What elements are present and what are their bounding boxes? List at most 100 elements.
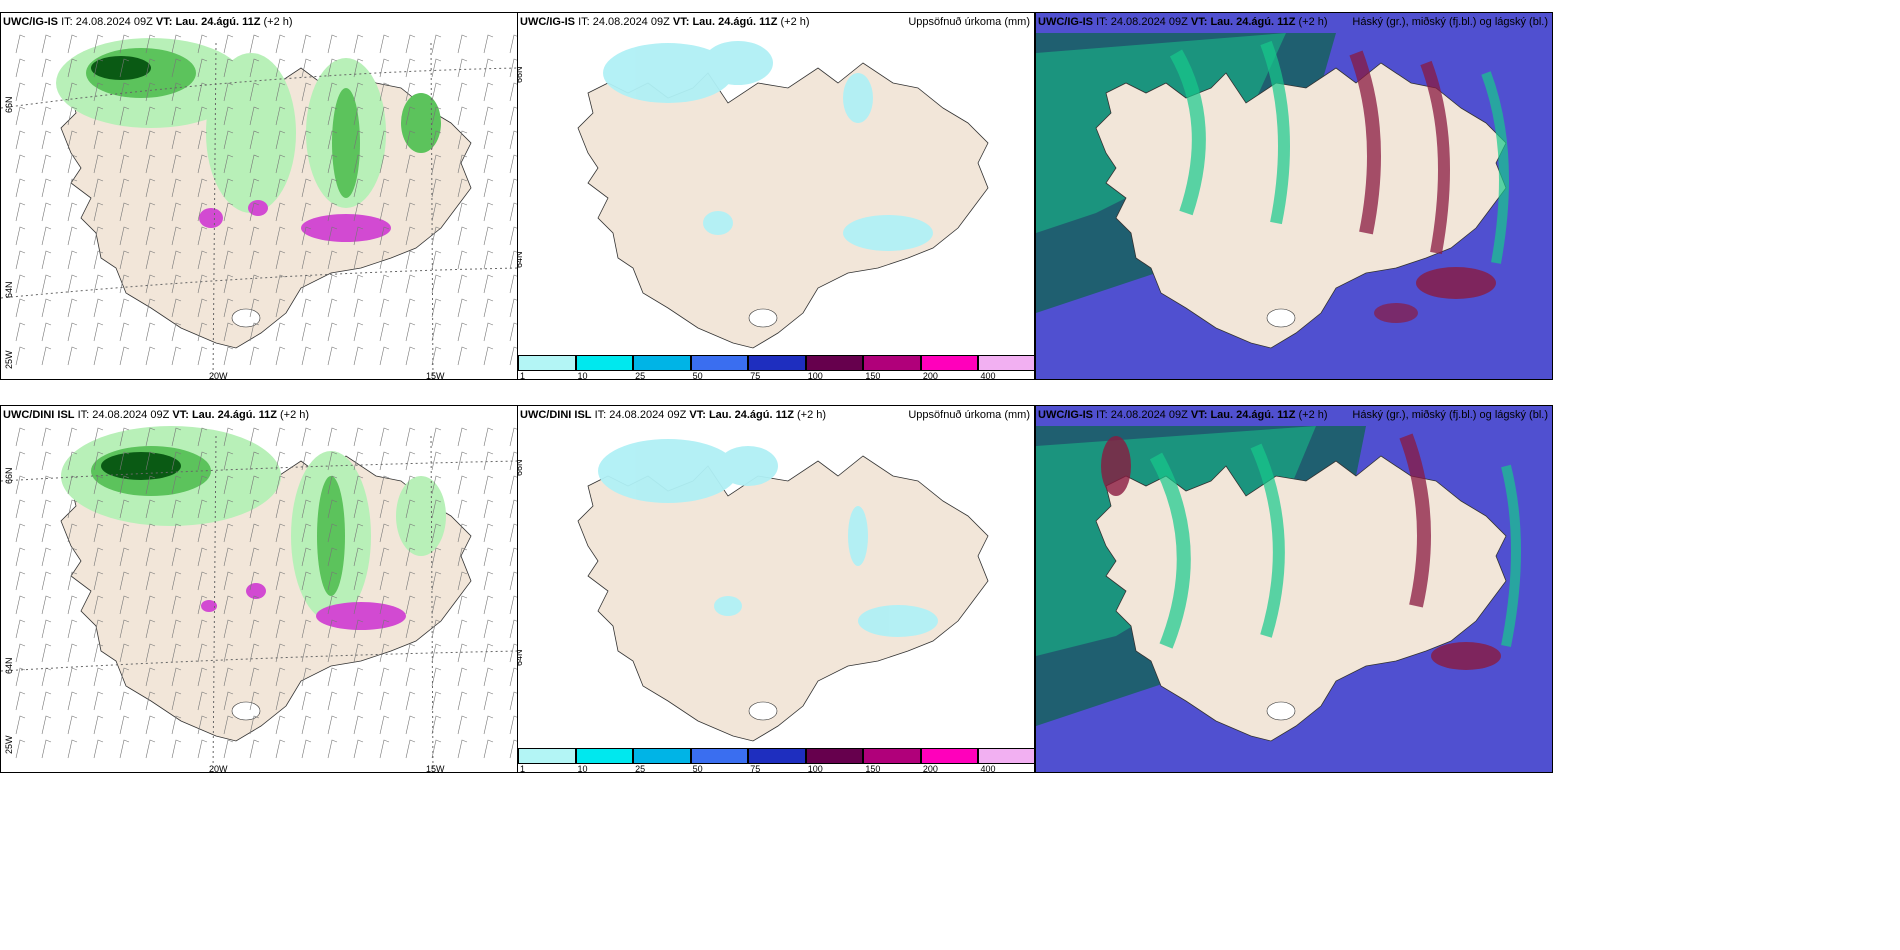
wind-barb (379, 34, 390, 54)
wind-barb (509, 595, 517, 615)
wind-barb (275, 475, 286, 495)
wind-barb (223, 619, 234, 639)
wind-barb (15, 346, 26, 366)
wind-barb (405, 178, 416, 198)
wind-barb (67, 178, 78, 198)
wind-barb (405, 451, 416, 471)
wind-barb (119, 202, 130, 222)
wind-barb (275, 451, 286, 471)
wind-barb (67, 475, 78, 495)
wind-barb (249, 250, 260, 270)
legend-tick-label: 200 (922, 764, 938, 773)
wind-barb (171, 739, 182, 759)
wind-barb (275, 82, 286, 102)
wind-barb (41, 322, 52, 342)
wind-barb (197, 595, 208, 615)
wind-barb (67, 691, 78, 711)
wind-barb (509, 475, 517, 495)
legend-tick-label: 1 (520, 764, 526, 773)
wind-barb (275, 715, 286, 735)
wind-barb (15, 643, 26, 663)
wind-barb (223, 715, 234, 735)
wind-barb (483, 274, 494, 294)
wind-barb (15, 154, 26, 174)
iceland-landmass (577, 455, 989, 742)
wind-barb (353, 58, 364, 78)
wind-barb (509, 715, 517, 735)
wind-barb (249, 619, 260, 639)
wind-barb (223, 130, 234, 150)
wind-barb (145, 643, 156, 663)
wind-barb (41, 715, 52, 735)
wind-barb (301, 571, 312, 591)
wind-barb (223, 250, 234, 270)
wind-barb (327, 499, 338, 519)
wind-barb (327, 667, 338, 687)
wind-barb (249, 106, 260, 126)
wind-barb (483, 715, 494, 735)
wind-barb (431, 739, 442, 759)
wind-barb (197, 643, 208, 663)
wind-barb (223, 34, 234, 54)
wind-barb (301, 643, 312, 663)
wind-barb (171, 250, 182, 270)
wind-barb (353, 619, 364, 639)
precip-overlay (56, 38, 441, 242)
lat-label-64n: 64N (4, 657, 14, 674)
wind-barb (249, 715, 260, 735)
wind-barb (379, 226, 390, 246)
wind-barb (15, 523, 26, 543)
wind-barb (41, 154, 52, 174)
wind-barb (457, 346, 468, 366)
wind-barb (353, 34, 364, 54)
wind-barb (249, 739, 260, 759)
legend-tick-label: 75 (750, 764, 761, 773)
panel-header: UWC/IG-IS IT: 24.08.2024 09Z VT: Lau. 24… (520, 16, 810, 28)
wind-barb (249, 202, 260, 222)
wind-barb (145, 274, 156, 294)
wind-barb (223, 571, 234, 591)
wind-barb (405, 667, 416, 687)
wind-barb (197, 274, 208, 294)
wind-barb (353, 523, 364, 543)
wind-barb (405, 643, 416, 663)
wind-barb (223, 427, 234, 447)
wind-barb (457, 715, 468, 735)
glacier-outline (1266, 308, 1296, 328)
accum-overlay (603, 41, 933, 251)
wind-barb (275, 34, 286, 54)
panel-field-title: Háský (gr.), miðský (fj.bl.) og lágský (… (1352, 16, 1548, 28)
wind-barb (15, 298, 26, 318)
wind-barb (249, 499, 260, 519)
wind-barb (353, 475, 364, 495)
wind-barb (483, 226, 494, 246)
wind-barb (509, 739, 517, 759)
precip-legend: 1 10 25 50 75 100 150 200 400 (518, 355, 1034, 379)
wind-barb (483, 322, 494, 342)
legend-swatch (633, 355, 691, 371)
wind-barb (405, 619, 416, 639)
wind-barb (93, 427, 104, 447)
wind-barb (67, 547, 78, 567)
wind-barb (379, 547, 390, 567)
wind-barb (145, 226, 156, 246)
wind-barb (93, 274, 104, 294)
wind-barb (457, 322, 468, 342)
wind-barb (509, 178, 517, 198)
wind-barb (197, 523, 208, 543)
wind-barb (327, 691, 338, 711)
legend-tick-label: 50 (692, 371, 703, 380)
wind-barb (405, 58, 416, 78)
wind-barb (223, 178, 234, 198)
wind-barb (483, 346, 494, 366)
legend-swatch (575, 748, 634, 764)
wind-barb (275, 154, 286, 174)
wind-barb (15, 274, 26, 294)
wind-barb (15, 499, 26, 519)
wind-barb (223, 451, 234, 471)
wind-barb (275, 499, 286, 519)
wind-barb (249, 322, 260, 342)
wind-barb (353, 178, 364, 198)
panel-header: UWC/IG-IS IT: 24.08.2024 09Z VT: Lau. 24… (1038, 16, 1328, 28)
legend-swatch (690, 748, 749, 764)
